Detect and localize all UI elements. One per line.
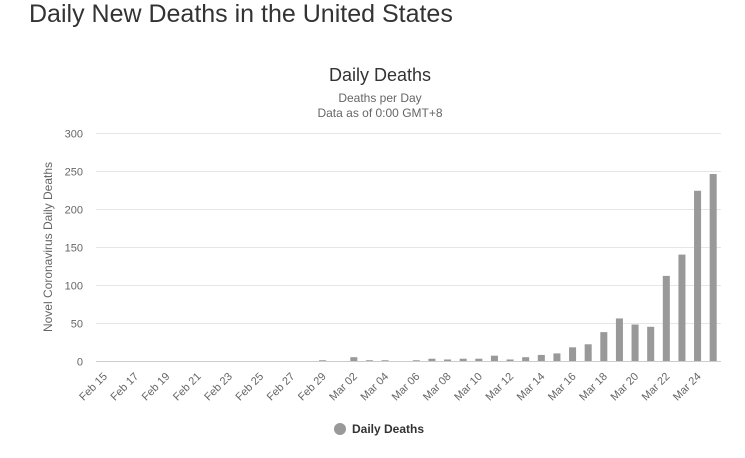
- x-tick-label: Mar 24: [671, 371, 704, 404]
- bar[interactable]: Mar 08: 2: [444, 359, 452, 361]
- chart-title: Daily Deaths: [328, 65, 432, 85]
- x-tick-label: Mar 14: [515, 371, 548, 404]
- bar[interactable]: Mar 06: 1: [412, 360, 420, 361]
- bar[interactable]: Mar 23: 140: [678, 254, 686, 361]
- bar[interactable]: Mar 18: 38: [600, 332, 608, 361]
- x-tick-label: Mar 04: [358, 371, 391, 404]
- x-tick-label: Feb 25: [233, 371, 266, 404]
- y-tick-label: 300: [65, 129, 83, 141]
- x-tick-label: Feb 27: [265, 371, 298, 404]
- bar[interactable]: Mar 07: 3: [428, 358, 436, 361]
- chart-subtitle: Deaths per Day: [338, 91, 422, 105]
- y-tick-label: 250: [65, 167, 83, 179]
- x-tick-label: Mar 20: [608, 371, 641, 404]
- bar[interactable]: Mar 22: 112: [662, 275, 670, 361]
- bar[interactable]: Mar 03: 1: [365, 360, 373, 361]
- y-tick-label: 150: [65, 243, 83, 255]
- bar[interactable]: Mar 15: 10: [553, 353, 561, 361]
- bar[interactable]: Mar 09: 3: [459, 358, 467, 361]
- bar[interactable]: Mar 04: 1: [381, 360, 389, 361]
- x-tick-label: Mar 10: [452, 371, 485, 404]
- bar[interactable]: Feb 29: 1: [319, 360, 327, 361]
- bar[interactable]: Mar 19: 56: [615, 318, 623, 361]
- legend-circle-icon: [334, 423, 346, 435]
- y-tick-label: 0: [77, 357, 83, 369]
- x-tick-label: Feb 23: [202, 371, 235, 404]
- legend-label: Daily Deaths: [352, 422, 425, 436]
- x-tick-label: Mar 06: [390, 371, 423, 404]
- bar[interactable]: Mar 25: 246: [709, 174, 717, 361]
- bar[interactable]: Mar 17: 22: [584, 344, 592, 361]
- x-tick-label: Feb 21: [171, 371, 204, 404]
- bar[interactable]: Mar 21: 45: [647, 326, 655, 361]
- x-tick-label: Feb 15: [77, 371, 110, 404]
- bar[interactable]: Mar 12: 2: [506, 359, 514, 361]
- bar[interactable]: Mar 16: 18: [569, 347, 577, 361]
- x-tick-label: Feb 29: [296, 371, 329, 404]
- x-tick-label: Mar 22: [640, 371, 673, 404]
- bar[interactable]: Mar 13: 5: [522, 357, 530, 361]
- bar[interactable]: Mar 20: 48: [631, 324, 639, 361]
- x-tick-label: Mar 08: [421, 371, 454, 404]
- x-tick-label: Mar 16: [546, 371, 579, 404]
- bar[interactable]: Mar 02: 5: [350, 357, 358, 361]
- x-tick-label: Mar 18: [577, 371, 610, 404]
- x-tick-label: Mar 12: [483, 371, 516, 404]
- x-tick-label: Feb 17: [108, 371, 141, 404]
- x-tick-label: Mar 02: [327, 371, 360, 404]
- legend-item-daily-deaths[interactable]: Daily Deaths: [334, 422, 424, 436]
- y-tick-label: 200: [65, 205, 83, 217]
- chart-data-note: Data as of 0:00 GMT+8: [317, 106, 443, 120]
- page-title: Daily New Deaths in the United States: [29, 0, 453, 28]
- y-tick-label: 100: [65, 281, 83, 293]
- x-tick-label: Feb 19: [140, 371, 173, 404]
- bar[interactable]: Mar 10: 3: [475, 358, 483, 361]
- y-axis-title: Novel Coronavirus Daily Deaths: [41, 162, 55, 332]
- y-tick-label: 50: [71, 319, 83, 331]
- bar[interactable]: Mar 14: 8: [537, 354, 545, 361]
- bar[interactable]: Mar 24: 224: [694, 190, 702, 361]
- bar[interactable]: Mar 11: 7: [490, 355, 498, 361]
